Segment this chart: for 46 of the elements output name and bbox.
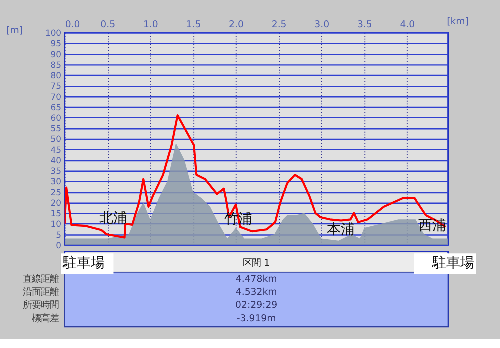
text: 沿面距離: [23, 286, 60, 298]
y-tick-label: 65: [50, 102, 62, 112]
text: 直線距離: [23, 274, 60, 285]
text: 4.478km: [236, 274, 278, 285]
y-tick-label: 60: [50, 113, 62, 124]
y-tick-label: 35: [50, 166, 62, 176]
y-tick-label: 95: [50, 38, 62, 49]
y-tick-label: 80: [50, 70, 62, 81]
x-axis-title: [km]: [447, 16, 469, 28]
x-tick-label: 1.0: [143, 20, 158, 31]
annotation: 北浦: [100, 210, 128, 227]
text: 4.532km: [236, 286, 278, 298]
line-series: [64, 114, 447, 239]
x-tick-label: 4.0: [400, 20, 416, 31]
x-tick-label: 2.5: [272, 20, 287, 31]
y-tick-label: 45: [50, 144, 62, 155]
text: 駐車場: [62, 256, 105, 272]
x-tick-label: 0.0: [65, 20, 80, 31]
text: 標高差: [32, 313, 60, 324]
text: 02:29:29: [236, 300, 278, 312]
y-tick-label: 75: [50, 81, 62, 92]
annotation: 本浦: [327, 222, 356, 238]
x-tick-label: 0.5: [100, 20, 116, 31]
y-tick-label: 5: [56, 230, 62, 240]
y-axis-title: [m]: [6, 26, 24, 37]
y-tick-label: 15: [50, 208, 62, 219]
y-tick-label: 40: [50, 155, 62, 166]
x-tick-label: 1.5: [186, 20, 202, 31]
y-tick-label: 70: [50, 92, 62, 102]
y-tick-label: 50: [50, 134, 62, 144]
y-tick-label: 90: [50, 49, 62, 60]
x-tick-label: 2.0: [229, 20, 244, 31]
y-tick-label: 55: [50, 124, 62, 134]
text: -3.919m: [236, 313, 276, 324]
text: 所要時間: [23, 300, 60, 312]
text: 区間 1: [243, 258, 270, 269]
y-tick-label: 20: [50, 198, 62, 208]
y-tick-label: 0: [56, 240, 62, 250]
x-tick-label: 3.5: [357, 20, 372, 31]
y-tick-label: 100: [45, 28, 62, 38]
y-tick-label: 85: [50, 60, 62, 70]
x-tick-label: 3.0: [314, 20, 330, 31]
y-tick-label: 10: [50, 219, 62, 230]
y-tick-label: 25: [50, 187, 62, 198]
text: 駐車場: [432, 256, 475, 272]
y-tick-label: 30: [50, 176, 62, 187]
